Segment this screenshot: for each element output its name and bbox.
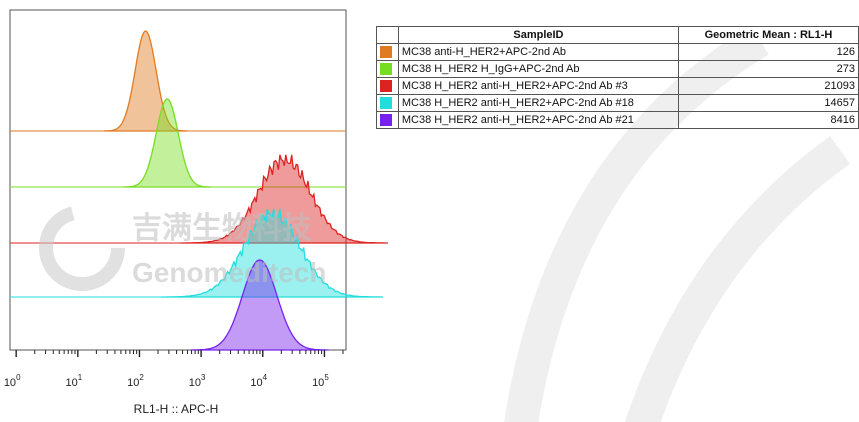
histogram-curve-5 [190,259,329,351]
table-header-metric: Geometric Mean : RL1-H [678,26,859,44]
x-tick-label: 105 [312,373,329,389]
watermark-cn: 吉满生物科技 [132,211,312,246]
histogram-curves [103,30,388,351]
x-tick-label: 104 [250,373,267,389]
table-row: MC38 H_HER2 anti-H_HER2+APC-2nd Ab #21 8… [376,111,859,129]
watermark: 吉满生物科技 Genomeditech [39,205,326,291]
series-swatch-icon [380,114,392,126]
table-cell-swatch [376,60,399,78]
histogram-curve-2 [122,98,212,188]
table-cell-sample-id: MC38 H_HER2 anti-H_HER2+APC-2nd Ab #21 [397,111,680,129]
series-swatch-icon [380,63,392,75]
table-cell-geometric-mean: 14657 [678,94,859,112]
table-row: MC38 H_HER2 anti-H_HER2+APC-2nd Ab #3 21… [376,77,859,95]
background-arc-2 [624,136,850,422]
series-swatch-icon [380,97,392,109]
table-cell-swatch [376,111,399,129]
histogram-curve-3 [180,154,388,244]
watermark-en: Genomeditech [132,257,326,288]
table-header-row: SampleID Geometric Mean : RL1-H [376,26,859,44]
table-row: MC38 H_HER2 H_IgG+APC-2nd Ab 273 [376,60,859,78]
table-cell-swatch [376,43,399,61]
x-tick-label: 101 [65,373,82,389]
table-cell-swatch [376,94,399,112]
table-cell-sample-id: MC38 anti-H_HER2+APC-2nd Ab [397,43,680,61]
x-tick-label: 102 [127,373,144,389]
table-cell-geometric-mean: 21093 [678,77,859,95]
table-cell-sample-id: MC38 H_HER2 H_IgG+APC-2nd Ab [397,60,680,78]
x-tick-label: 100 [4,373,21,389]
series-swatch-icon [380,46,392,58]
table-cell-swatch [376,77,399,95]
plot-frame [9,9,347,351]
table-cell-sample-id: MC38 H_HER2 anti-H_HER2+APC-2nd Ab #3 [397,77,680,95]
table-header-swatch [376,26,399,44]
histogram-curve-4 [161,208,383,298]
table-row: MC38 anti-H_HER2+APC-2nd Ab 126 [376,43,859,61]
table-row: MC38 H_HER2 anti-H_HER2+APC-2nd Ab #18 1… [376,94,859,112]
table-cell-sample-id: MC38 H_HER2 anti-H_HER2+APC-2nd Ab #18 [397,94,680,112]
watermark-logo-icon [39,205,125,291]
table-cell-geometric-mean: 273 [678,60,859,78]
x-axis: 100 101 102 103 104 105 [4,350,344,389]
table-cell-geometric-mean: 8416 [678,111,859,129]
series-swatch-icon [380,80,392,92]
histogram-curve-1 [103,30,188,132]
x-axis-label: RL1-H :: APC-H [134,402,219,416]
sample-table: SampleID Geometric Mean : RL1-H MC38 ant… [376,26,859,129]
x-tick-label: 103 [189,373,206,389]
table-body: MC38 anti-H_HER2+APC-2nd Ab 126 MC38 H_H… [376,43,859,129]
table-header-sample-id: SampleID [397,26,680,44]
table-cell-geometric-mean: 126 [678,43,859,61]
